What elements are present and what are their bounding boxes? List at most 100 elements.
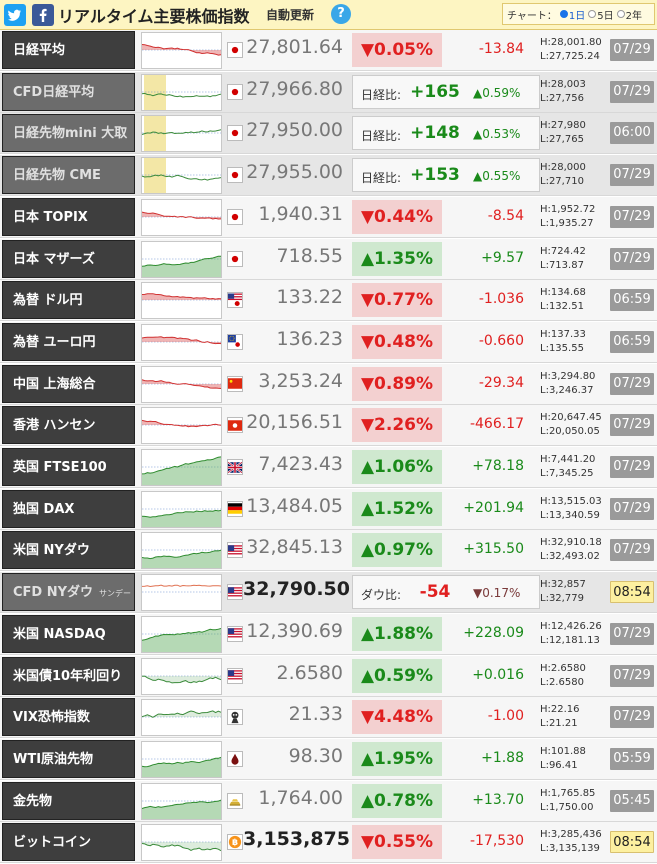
high-low: H:3,285,436 L:3,135,139 <box>540 828 604 856</box>
index-name: WTI原油先物 <box>13 751 94 767</box>
mini-chart[interactable] <box>141 282 222 320</box>
index-name-link[interactable]: VIX恐怖指数 <box>2 698 135 737</box>
high-value: H:20,647.45 <box>540 412 602 424</box>
mini-chart[interactable] <box>141 490 222 528</box>
mini-chart[interactable] <box>141 240 222 278</box>
index-name-link[interactable]: 日経先物 CME <box>2 156 135 195</box>
diff-box: ダウ比: -54 ▼0.17% <box>352 575 540 610</box>
current-price: 136.23 <box>276 327 343 350</box>
mini-chart[interactable] <box>141 699 222 737</box>
mini-chart[interactable] <box>141 157 222 195</box>
diff-label: 日経比: <box>361 87 402 102</box>
mini-chart[interactable] <box>141 115 222 153</box>
diff-percent: ▲0.59% <box>473 85 521 100</box>
high-low: H:20,647.45 L:20,050.05 <box>540 411 604 439</box>
facebook-share-button[interactable] <box>32 4 54 26</box>
twitter-share-button[interactable] <box>4 4 26 26</box>
mini-chart[interactable] <box>141 449 222 486</box>
current-price: 32,845.13 <box>246 536 343 559</box>
high-low: H:101.88 L:96.41 <box>540 745 604 773</box>
high-value: H:2.6580 <box>540 662 586 674</box>
index-name-link[interactable]: 米国 NASDAQ <box>2 614 135 653</box>
radio-2year[interactable] <box>616 10 625 18</box>
high-low: H:27,980 L:27,765 <box>540 119 604 147</box>
change-percent: ▲1.95% <box>352 741 442 776</box>
index-name: 米国 NYダウ <box>13 543 90 559</box>
radio-5day[interactable] <box>588 10 597 18</box>
change-value: +1.88 <box>481 749 524 766</box>
mini-chart[interactable] <box>141 782 222 820</box>
mini-chart[interactable] <box>141 407 222 445</box>
current-price: 718.55 <box>276 244 343 267</box>
index-name-link[interactable]: 日本 TOPIX <box>2 197 135 236</box>
index-name: 香港 ハンセン <box>13 418 96 434</box>
index-name-link[interactable]: 日経平均 <box>2 31 135 69</box>
index-name: CFD NYダウ <box>13 585 94 601</box>
low-value: L:3,246.37 <box>540 384 594 396</box>
index-name: 米国債10年利回り <box>13 668 123 684</box>
mini-chart[interactable] <box>141 73 222 111</box>
index-row: 日本 マザーズ 718.55 ▲1.35% +9.57 H:724.42 L:713.87… <box>0 238 657 280</box>
current-price: 12,390.69 <box>246 619 343 642</box>
index-name-link[interactable]: 中国 上海総合 <box>2 364 135 403</box>
index-name-link[interactable]: 米国債10年利回り <box>2 656 135 695</box>
update-time: 07/29 <box>610 247 654 270</box>
change-value: +78.18 <box>472 458 524 474</box>
mini-chart[interactable] <box>141 365 222 403</box>
low-value: L:135.55 <box>540 342 584 354</box>
change-percent: ▼0.05% <box>352 33 442 67</box>
mini-chart[interactable] <box>141 657 222 695</box>
diff-label: ダウ比: <box>361 588 402 603</box>
option-5day[interactable]: 5日 <box>597 10 614 22</box>
index-name-link[interactable]: 独国 DAX <box>2 489 135 528</box>
help-icon[interactable]: ? <box>331 4 351 24</box>
radio-1day[interactable] <box>559 10 568 18</box>
mini-chart[interactable] <box>141 574 222 612</box>
twitter-bird-icon <box>8 9 21 21</box>
diff-percent: ▼0.17% <box>473 586 521 601</box>
index-name-link[interactable]: 日経先物mini 大取 <box>2 114 135 153</box>
high-low: H:32,857 L:32,779 <box>540 578 604 606</box>
mini-chart[interactable] <box>141 824 222 862</box>
high-low: H:724.42 L:713.87 <box>540 245 604 273</box>
index-name-link[interactable]: 為替 ユーロ円 <box>2 322 135 361</box>
index-name: 日本 TOPIX <box>13 209 88 225</box>
index-name-link[interactable]: 日本 マザーズ <box>2 239 135 278</box>
high-value: H:22.16 <box>540 704 580 716</box>
index-name-link[interactable]: 金先物 <box>2 781 135 820</box>
uk-flag-icon <box>227 459 243 475</box>
index-name: 為替 ドル円 <box>13 293 83 309</box>
change-value: +9.57 <box>481 249 524 266</box>
index-name-link[interactable]: 米国 NYダウ <box>2 531 135 570</box>
mini-chart[interactable] <box>141 740 222 778</box>
change-percent: ▲1.06% <box>352 450 442 484</box>
index-name-link[interactable]: 英国 FTSE100 <box>2 448 135 486</box>
index-name-suffix: サンデー <box>99 589 132 599</box>
diff-value: +153 <box>410 165 460 186</box>
gold-flag-icon <box>227 792 243 809</box>
high-value: H:27,980 <box>540 120 586 132</box>
mini-chart[interactable] <box>141 532 222 570</box>
us-flag-icon <box>227 625 243 642</box>
index-name-link[interactable]: WTI原油先物 <box>2 739 135 778</box>
chart-period-label: チャート： <box>507 10 557 22</box>
change-value: -8.54 <box>487 207 524 224</box>
diff-value: +148 <box>410 123 460 144</box>
diff-box: 日経比: +153 ▲0.55% <box>352 158 540 193</box>
index-name-link[interactable]: CFD日経平均 <box>2 72 135 111</box>
eujp-flag-icon <box>227 333 243 350</box>
mini-chart[interactable] <box>141 323 222 361</box>
mini-chart[interactable] <box>141 198 222 236</box>
index-name-link[interactable]: CFD NYダウ サンデー <box>2 573 135 612</box>
index-name-link[interactable]: 香港 ハンセン <box>2 406 135 445</box>
index-row: 英国 FTSE100 7,423.43 ▲1.06% +78.18 H:7,441.20… <box>0 447 657 488</box>
mini-chart[interactable] <box>141 32 222 69</box>
index-name-link[interactable]: 為替 ドル円 <box>2 281 135 320</box>
index-row: VIX恐怖指数 21.33 ▼4.48% -1.00 H:22.16 L:21.21 07/… <box>0 697 657 739</box>
option-1day[interactable]: 1日 <box>568 10 586 22</box>
index-name-link[interactable]: ビットコイン <box>2 823 135 862</box>
option-2year[interactable]: 2年 <box>625 10 643 22</box>
change-value: -466.17 <box>469 416 524 433</box>
index-row: 為替 ユーロ円 136.23 ▼0.48% -0.660 H:137.33 L:135.5… <box>0 321 657 363</box>
mini-chart[interactable] <box>141 615 222 653</box>
